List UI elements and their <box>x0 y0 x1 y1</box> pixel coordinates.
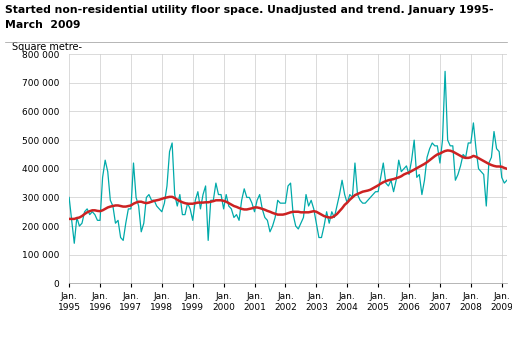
Text: Square metre-: Square metre- <box>12 42 82 52</box>
Text: March  2009: March 2009 <box>5 20 80 30</box>
Text: Started non-residential utility floor space. Unadjusted and trend. January 1995-: Started non-residential utility floor sp… <box>5 5 494 16</box>
